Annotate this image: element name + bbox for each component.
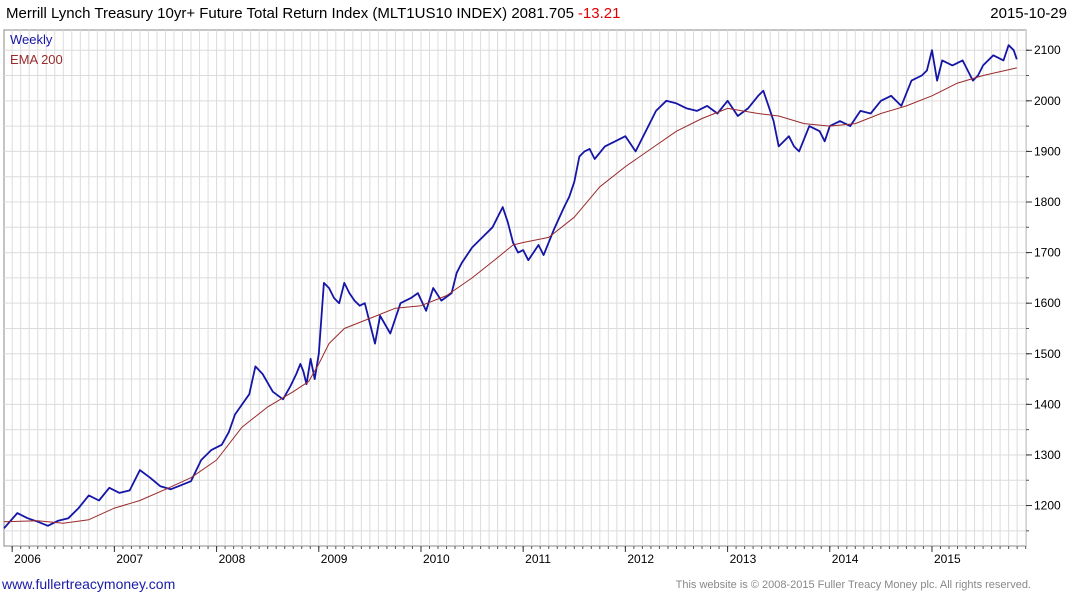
grid-lines — [4, 30, 1027, 546]
x-tick-label: 2011 — [525, 552, 551, 566]
y-tick-label: 1700 — [1034, 246, 1061, 260]
y-tick-label: 1900 — [1034, 144, 1061, 158]
weekly-series-line — [3, 44, 1018, 529]
copyright-notice: This website is © 2008-2015 Fuller Treac… — [675, 579, 1031, 591]
x-tick-label: 2010 — [423, 552, 450, 566]
y-tick-label: 1300 — [1034, 448, 1061, 462]
y-tick-label: 2000 — [1034, 94, 1061, 108]
x-tick-label: 2007 — [116, 552, 143, 566]
x-tick-label: 2009 — [321, 552, 348, 566]
x-tick-label: 2006 — [14, 552, 41, 566]
y-tick-label: 1600 — [1034, 296, 1061, 310]
x-tick-label: 2013 — [730, 552, 757, 566]
x-tick-label: 2008 — [219, 552, 246, 566]
chart-title-line: Merrill Lynch Treasury 10yr+ Future Tota… — [6, 5, 620, 22]
chart-title: Merrill Lynch Treasury 10yr+ Future Tota… — [6, 5, 508, 22]
x-tick-label: 2012 — [627, 552, 654, 566]
y-tick-label: 2100 — [1034, 43, 1061, 57]
y-axis: 1200 1300 1400 1500 1600 1700 1800 1900 2000 2100 — [1026, 43, 1061, 532]
y-tick-label: 1500 — [1034, 347, 1061, 361]
legend-ema: EMA 200 — [10, 52, 63, 67]
x-tick-label: 2014 — [832, 552, 859, 566]
chart-date: 2015-10-29 — [990, 5, 1067, 22]
website-link[interactable]: www.fullertreacymoney.com — [2, 576, 176, 592]
y-tick-label: 1400 — [1034, 397, 1061, 411]
ema-series-line — [3, 67, 1017, 524]
last-value: 2081.705 — [511, 5, 574, 22]
legend-weekly: Weekly — [10, 32, 53, 47]
y-tick-label: 1200 — [1034, 499, 1061, 513]
x-tick-label: 2015 — [934, 552, 961, 566]
x-axis: 2006 2007 2008 2009 2010 2011 2012 2013 2014 2015 — [11, 546, 1027, 566]
series-lines — [3, 44, 1018, 529]
change-value: -13.21 — [577, 5, 621, 22]
y-tick-label: 1800 — [1034, 195, 1061, 209]
